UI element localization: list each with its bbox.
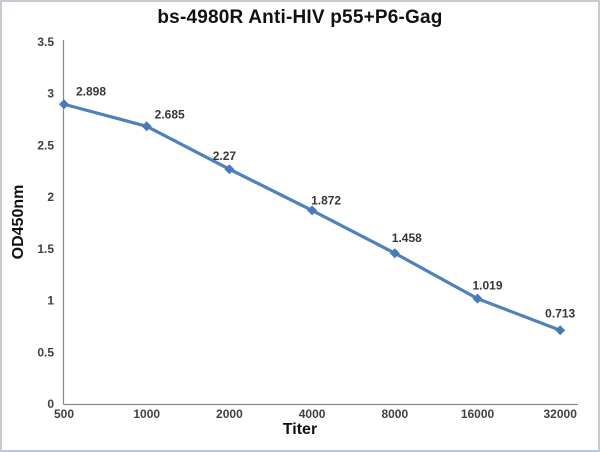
- axis-lines: [62, 40, 578, 406]
- x-tick-label: 32000: [544, 407, 578, 421]
- data-point-label: 1.019: [472, 279, 502, 293]
- y-tick-label: 0: [47, 397, 54, 411]
- x-tick-label: 4000: [299, 407, 326, 421]
- x-tick-label: 16000: [461, 407, 495, 421]
- data-point-marker: [307, 205, 318, 216]
- data-point-marker: [389, 248, 400, 259]
- data-point-label: 1.458: [392, 231, 422, 245]
- y-tick-label: 1: [47, 294, 54, 308]
- data-point-marker: [224, 164, 235, 175]
- data-point-marker: [141, 121, 152, 132]
- data-point-marker: [59, 99, 69, 110]
- x-tick-label: 8000: [381, 407, 408, 421]
- y-tick-label: 2.5: [37, 138, 54, 152]
- x-tick-label: 2000: [216, 407, 243, 421]
- data-point-label: 1.872: [311, 193, 341, 207]
- x-tick-label: 500: [54, 407, 74, 421]
- y-axis-title: OD450nm: [10, 184, 27, 260]
- data-point-marker: [472, 293, 483, 304]
- data-point-label: 0.713: [545, 306, 575, 320]
- y-tick-label: 3: [47, 87, 54, 101]
- x-axis-title: Titer: [282, 421, 318, 438]
- data-point-label: 2.27: [213, 149, 237, 163]
- y-tick-label: 3.5: [37, 35, 54, 49]
- x-tick-label: 1000: [133, 407, 160, 421]
- data-point-label: 2.685: [155, 107, 185, 121]
- data-point-marker: [555, 325, 566, 336]
- y-tick-label: 1.5: [37, 242, 54, 256]
- data-series-line: [62, 102, 562, 332]
- y-tick-label: 2: [47, 190, 54, 204]
- y-tick-label: 0.5: [37, 345, 54, 359]
- data-point-label: 2.898: [76, 84, 106, 98]
- chart-title: bs-4980R Anti-HIV p55+P6-Gag: [157, 7, 443, 28]
